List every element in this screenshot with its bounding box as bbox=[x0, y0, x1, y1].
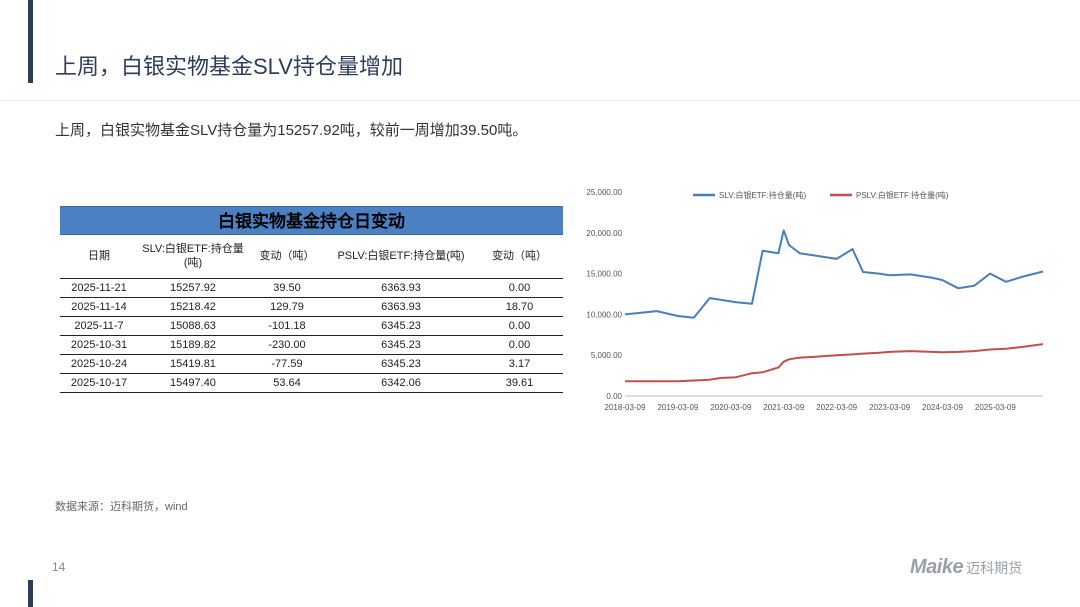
table-cell: 15218.42 bbox=[138, 297, 248, 317]
y-tick-label: 20,000.00 bbox=[586, 229, 622, 238]
table-row: 2025-11-7 15088.63 -101.18 6345.23 0.00 bbox=[60, 316, 563, 336]
table-cell: 15257.92 bbox=[138, 278, 248, 298]
holdings-table: 白银实物基金持仓日变动 日期 SLV:白银ETF:持仓量(吨) 变动（吨） PS… bbox=[60, 206, 563, 393]
table-row: 2025-10-17 15497.40 53.64 6342.06 39.61 bbox=[60, 373, 563, 393]
page-number: 14 bbox=[52, 560, 66, 574]
table-cell: -230.00 bbox=[248, 335, 326, 355]
y-tick-label: 25,000.00 bbox=[586, 188, 622, 197]
table-cell: 15088.63 bbox=[138, 316, 248, 336]
x-tick-label: 2022-03-09 bbox=[816, 403, 857, 412]
header-cell: 变动（吨） bbox=[476, 235, 563, 279]
table-cell: 6363.93 bbox=[326, 278, 476, 298]
table-cell: 129.79 bbox=[248, 297, 326, 317]
header-cell: 日期 bbox=[60, 235, 138, 279]
y-tick-label: 5,000.00 bbox=[591, 351, 623, 360]
table-header-row: 日期 SLV:白银ETF:持仓量(吨) 变动（吨） PSLV:白银ETF:持仓量… bbox=[60, 235, 563, 279]
table-cell: 3.17 bbox=[476, 354, 563, 374]
y-tick-label: 15,000.00 bbox=[586, 270, 622, 279]
table-cell: 2025-10-17 bbox=[60, 373, 138, 393]
title-divider bbox=[0, 100, 1080, 101]
page-title: 上周，白银实物基金SLV持仓量增加 bbox=[55, 54, 403, 79]
logo-mark: Maike bbox=[910, 556, 964, 578]
accent-bar-top bbox=[28, 0, 33, 83]
y-tick-label: 10,000.00 bbox=[586, 310, 622, 319]
table-cell: 6342.06 bbox=[326, 373, 476, 393]
x-tick-label: 2024-03-09 bbox=[922, 403, 963, 412]
table-cell: 15497.40 bbox=[138, 373, 248, 393]
table-cell: 15189.82 bbox=[138, 335, 248, 355]
x-tick-label: 2019-03-09 bbox=[657, 403, 698, 412]
table-cell: 0.00 bbox=[476, 335, 563, 355]
x-tick-label: 2018-03-09 bbox=[605, 403, 646, 412]
logo-text: 迈科期货 bbox=[966, 560, 1023, 576]
company-logo: Maike 迈科期货 bbox=[910, 556, 1022, 582]
pslv-series-line bbox=[625, 343, 1044, 383]
x-tick-label: 2020-03-09 bbox=[710, 403, 751, 412]
table-title: 白银实物基金持仓日变动 bbox=[60, 206, 563, 235]
table-cell: 6363.93 bbox=[326, 297, 476, 317]
table-cell: 2025-11-21 bbox=[60, 278, 138, 298]
table-cell: 18.70 bbox=[476, 297, 563, 317]
table-cell: 0.00 bbox=[476, 278, 563, 298]
table-cell: 2025-11-14 bbox=[60, 297, 138, 317]
legend-label: SLV:白银ETF:持仓量(吨) bbox=[719, 190, 806, 200]
table-row: 2025-10-31 15189.82 -230.00 6345.23 0.00 bbox=[60, 335, 563, 355]
table-cell: 6345.23 bbox=[326, 316, 476, 336]
data-source: 数据来源：迈科期货，wind bbox=[55, 501, 188, 513]
table-cell: 2025-11-7 bbox=[60, 316, 138, 336]
summary-text: 上周，白银实物基金SLV持仓量为15257.92吨，较前一周增加39.50吨。 bbox=[55, 122, 528, 139]
table-cell: -101.18 bbox=[248, 316, 326, 336]
header-cell: PSLV:白银ETF:持仓量(吨) bbox=[326, 235, 476, 279]
accent-bar-bottom bbox=[28, 580, 33, 607]
table-cell: 39.61 bbox=[476, 373, 563, 393]
table-cell: 2025-10-31 bbox=[60, 335, 138, 355]
table-row: 2025-11-21 15257.92 39.50 6363.93 0.00 bbox=[60, 278, 563, 298]
x-tick-label: 2023-03-09 bbox=[869, 403, 910, 412]
table-cell: 15419.81 bbox=[138, 354, 248, 374]
header-cell: SLV:白银ETF:持仓量(吨) bbox=[138, 235, 248, 279]
table-row: 2025-10-24 15419.81 -77.59 6345.23 3.17 bbox=[60, 354, 563, 374]
legend-label: PSLV:白银ETF:持仓量(吨) bbox=[856, 190, 949, 200]
holdings-line-chart: 0.00 5,000.00 10,000.00 15,000.00 20,000.00 2… bbox=[586, 188, 1044, 412]
table-cell: 6345.23 bbox=[326, 354, 476, 374]
table-cell: 6345.23 bbox=[326, 335, 476, 355]
x-tick-label: 2025-03-09 bbox=[975, 403, 1016, 412]
table-cell: 2025-10-24 bbox=[60, 354, 138, 374]
table-row: 2025-11-14 15218.42 129.79 6363.93 18.70 bbox=[60, 297, 563, 317]
table-cell: -77.59 bbox=[248, 354, 326, 374]
table-cell: 0.00 bbox=[476, 316, 563, 336]
table-cell: 39.50 bbox=[248, 278, 326, 298]
table-cell: 53.64 bbox=[248, 373, 326, 393]
header-cell: 变动（吨） bbox=[248, 235, 326, 279]
x-tick-label: 2021-03-09 bbox=[763, 403, 804, 412]
slv-series-line bbox=[624, 229, 1044, 319]
y-tick-label: 0.00 bbox=[606, 392, 622, 401]
